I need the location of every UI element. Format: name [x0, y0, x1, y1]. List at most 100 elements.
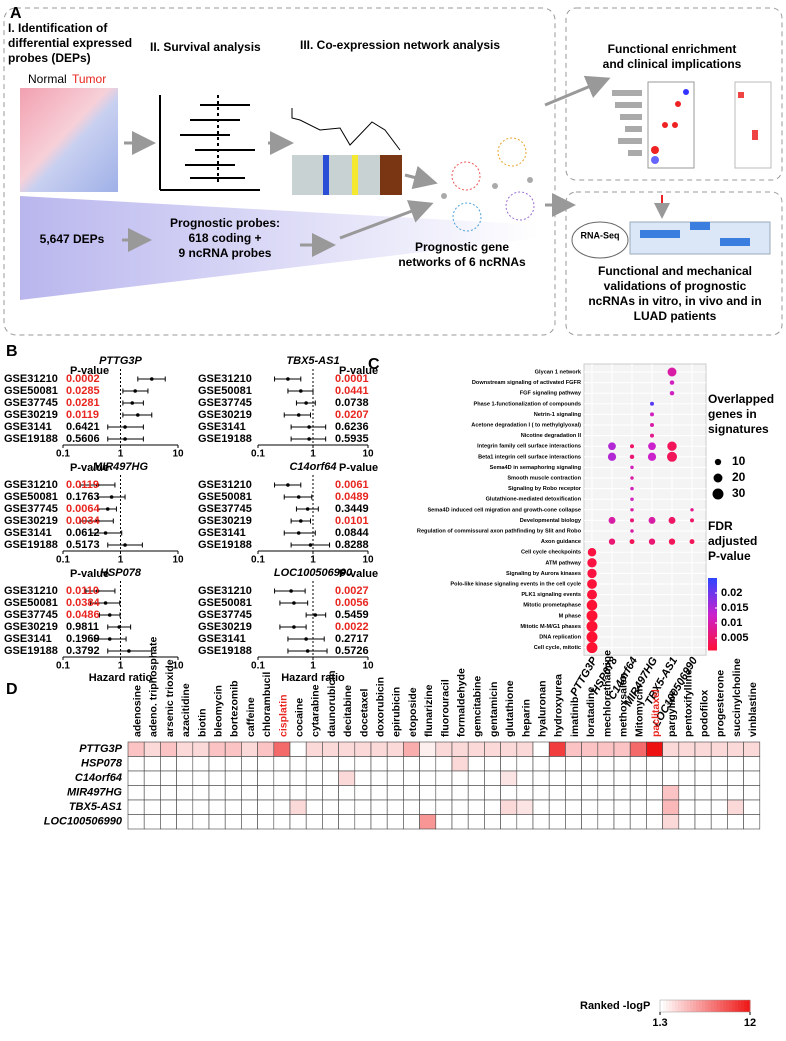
label: LUAD patients: [634, 309, 717, 323]
dot: [669, 390, 675, 396]
hr-point: [103, 531, 108, 535]
colorbar-step: [708, 647, 717, 651]
column-label: flunarizine: [423, 684, 435, 737]
hr-point: [305, 649, 310, 653]
heat-cell: [467, 785, 485, 801]
row-label: Nicotine degradation II: [521, 433, 582, 439]
row-label: Axon guidance: [541, 539, 581, 545]
colorbar-step: [708, 594, 717, 598]
heat-cell: [597, 814, 615, 830]
heat-cell: [467, 814, 485, 830]
heat-cell: [484, 741, 501, 757]
colorbar-step: [708, 597, 717, 601]
heat-cell: [662, 741, 680, 757]
heat-cell: [710, 799, 728, 815]
dot: [630, 476, 634, 480]
heat-cell: [565, 770, 582, 786]
heat-cell: [662, 770, 680, 786]
row-label: GSE3141: [4, 527, 52, 539]
row-label: Beta1 integrin cell surface interactions: [478, 454, 581, 460]
heat-cell: [532, 799, 550, 815]
dot: [586, 620, 598, 632]
heat-cell: [629, 756, 647, 772]
hr-point: [292, 625, 296, 629]
dot: [587, 568, 597, 579]
column-label: cytarabine: [310, 684, 322, 737]
row-label: Sema4D induced cell migration and growth…: [427, 507, 581, 513]
colorbar-step: [708, 604, 717, 608]
heat-cell: [127, 741, 145, 757]
plot-title: HSP078: [100, 567, 142, 579]
x-tick-label: 10: [362, 661, 374, 672]
row-label: PTTG3P: [79, 743, 122, 755]
heat-cell: [613, 756, 631, 772]
heat-cell: [694, 741, 712, 757]
row-label: GSE31210: [198, 479, 252, 491]
row-label: Signaling by Robo receptor: [508, 486, 582, 492]
p-value: 0.0207: [335, 409, 369, 421]
heat-cell: [241, 741, 258, 757]
row-label: GSE30219: [198, 621, 252, 633]
heat-cell: [370, 814, 388, 830]
column-label: biotin: [196, 708, 208, 737]
hr-point: [296, 495, 301, 499]
hr-point: [296, 413, 301, 417]
dot: [650, 401, 654, 406]
heat-cell: [273, 799, 291, 815]
colorbar-step: [726, 1000, 730, 1012]
heat-cell: [241, 770, 258, 786]
x-tick-label: 10: [172, 449, 184, 460]
heat-cell: [305, 741, 323, 757]
hr-point: [123, 543, 127, 547]
hr-point: [130, 401, 135, 405]
column-label: progesterone: [715, 670, 727, 737]
column-label: etoposide: [407, 687, 419, 737]
arrows: [122, 75, 611, 257]
heat-cell: [597, 799, 615, 815]
heat-cell: [419, 741, 437, 757]
dot: [586, 610, 598, 622]
column-label: succinylcholine: [731, 658, 743, 737]
heat-cell: [500, 756, 518, 772]
row-label: GSE50081: [4, 597, 58, 609]
colorbar-step: [732, 1000, 736, 1012]
label: RNA-Seq: [580, 230, 619, 240]
heat-cell: [273, 770, 291, 786]
hr-point: [103, 601, 108, 605]
hr-point: [286, 483, 290, 487]
p-value: 0.5173: [66, 539, 100, 551]
heat-cell: [646, 756, 663, 772]
column-label: epirubicin: [391, 687, 403, 737]
colorbar-step: [696, 1000, 700, 1012]
heat-cell: [176, 799, 194, 815]
dot: [689, 539, 695, 545]
hr-point: [95, 483, 100, 487]
heat-cell: [127, 799, 145, 815]
legend-title: adjusted: [708, 534, 757, 548]
row-label: Glutathione-mediated detoxification: [486, 497, 582, 503]
legend-title: FDR: [708, 519, 733, 533]
column-label: methoxsalen: [618, 673, 630, 737]
legend-label: 20: [732, 470, 746, 484]
heat-cell: [435, 799, 453, 815]
p-value: 0.0486: [66, 609, 100, 621]
x-tick-label: 0.1: [251, 555, 265, 566]
colorbar-label: 0.02: [721, 587, 742, 599]
heat-cell: [257, 799, 275, 815]
row-label: Cell cycle checkpoints: [521, 550, 581, 556]
colorbar-step: [699, 1000, 703, 1012]
column-label: gentamicin: [488, 682, 500, 737]
heat-cell: [127, 756, 145, 772]
plot-title: PTTG3P: [99, 355, 142, 367]
colorbar-step: [708, 606, 717, 610]
dot: [608, 442, 616, 451]
heat-cell: [467, 756, 485, 772]
heat-cell: [338, 770, 356, 786]
heat-cell: [273, 756, 291, 772]
p-value: 0.0612: [66, 527, 100, 539]
row-label: Acetone degradation I ( to methylglyoxal…: [471, 422, 581, 428]
heat-cell: [743, 756, 761, 772]
heat-cell: [743, 785, 761, 801]
x-axis-label: Hazard ratio: [89, 672, 153, 684]
legend-dot: [712, 488, 724, 500]
